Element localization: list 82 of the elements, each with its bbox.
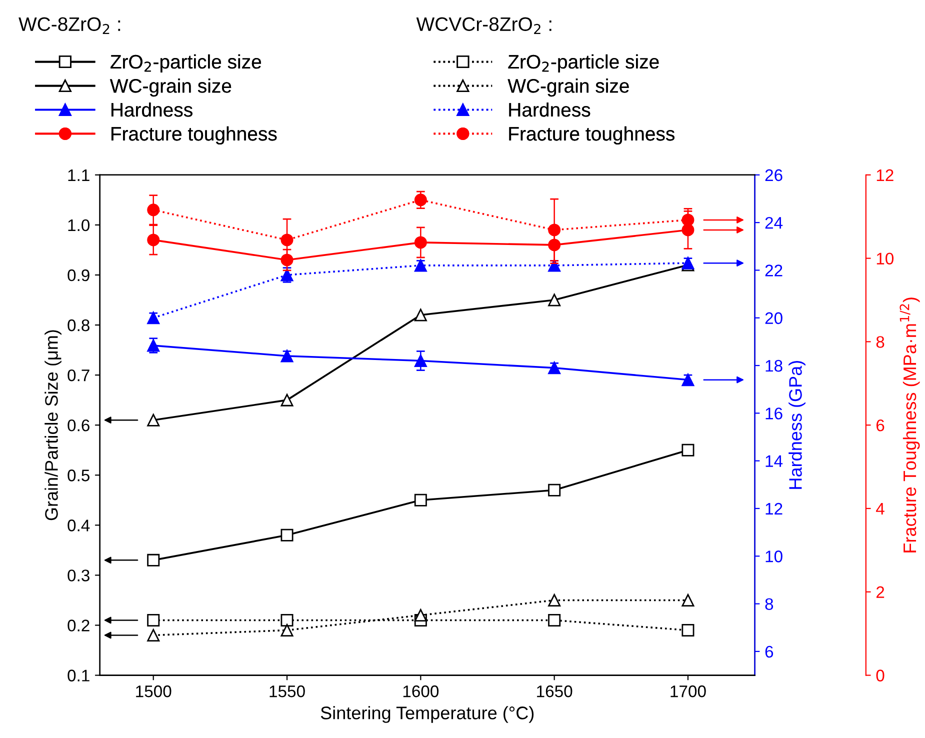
y3-tick-label: 8	[876, 336, 884, 348]
y2-tick-label: 18	[766, 360, 782, 372]
legend-label: ZrO$_{2}$-particle size	[508, 54, 659, 73]
point	[548, 362, 561, 374]
y2-tick-label: 26	[765, 169, 782, 182]
y3-tick-label: 0	[876, 670, 884, 682]
y2-tick-label: 6	[765, 646, 774, 658]
y3-axis-title: Fracture Toughness (MPa·m$^{1/2}$)	[900, 298, 920, 552]
y2-tick-label: 14	[766, 455, 783, 467]
y-axis-title: Grain/Particle Size (μm)	[44, 330, 62, 520]
y-tick-label: 0.9	[68, 269, 90, 282]
x-tick-label: 1600	[403, 685, 439, 698]
point	[280, 614, 294, 626]
y-tick-label: 0.3	[68, 570, 90, 582]
y2-tick-label: 12	[766, 502, 782, 515]
y-tick-label: 0.7	[68, 369, 90, 382]
y-tick-label: 0.8	[68, 319, 90, 332]
y3-tick-label: 4	[876, 503, 884, 515]
legend-label: ZrO$_{2}$-particle size	[110, 54, 262, 73]
x-tick-label: 1650	[537, 685, 572, 698]
y-tick-label: 1.0	[68, 219, 90, 232]
point	[414, 236, 427, 249]
point	[548, 484, 561, 496]
text: WCVCr-8ZrO$_{2}$ :	[416, 17, 552, 34]
point	[414, 494, 427, 506]
point	[147, 312, 160, 324]
point	[548, 294, 561, 306]
y2-tick-label: 16	[766, 408, 782, 420]
point	[414, 608, 427, 622]
point	[280, 254, 294, 266]
y-tick-label: 0.1	[68, 670, 90, 682]
x-tick-label: 1700	[670, 685, 706, 698]
y2-tick-label: 8	[765, 598, 774, 610]
point	[280, 394, 294, 406]
point	[147, 614, 160, 626]
y-tick-label: 1.1	[68, 169, 90, 181]
y-tick-label: 0.5	[68, 470, 90, 482]
legend-label: WC-grain size	[110, 78, 232, 97]
point	[548, 614, 561, 626]
point	[280, 350, 294, 362]
point	[280, 234, 294, 246]
text: WC-8ZrO$_{2}$ :	[18, 17, 120, 34]
legend-label: Fracture toughness	[111, 126, 277, 145]
point	[414, 194, 427, 206]
legend-label: Fracture toughness	[509, 126, 674, 145]
point	[548, 594, 561, 606]
y2-tick-label: 10	[766, 550, 782, 562]
y3-tick-label: 6	[876, 419, 884, 432]
point	[682, 594, 694, 606]
point	[147, 628, 160, 642]
point	[147, 414, 160, 426]
y2-tick-label: 24	[765, 216, 783, 229]
point	[548, 238, 561, 252]
point	[414, 308, 427, 322]
point	[414, 354, 427, 368]
y3-tick-label: 2	[876, 586, 884, 598]
legend-label: WC-grain size	[508, 78, 629, 97]
point	[147, 554, 160, 566]
y3-tick-label: 12	[876, 169, 894, 181]
legend-label: Hardness	[111, 102, 192, 117]
point	[548, 224, 561, 236]
point	[682, 214, 694, 226]
point	[147, 204, 160, 216]
point	[682, 374, 694, 386]
point	[682, 624, 694, 636]
y2-tick-label: 20	[765, 312, 782, 324]
legend-label: Hardness	[509, 102, 590, 117]
y3-tick-label: 10	[876, 252, 894, 265]
y-tick-label: 0.2	[68, 620, 90, 632]
point	[280, 624, 294, 636]
y2-tick-label: 22	[765, 264, 782, 276]
point	[682, 224, 694, 236]
y-tick-label: 0.4	[68, 520, 90, 532]
y-tick-label: 0.6	[68, 419, 90, 432]
y2-axis-title: Hardness (GPa)	[788, 360, 806, 489]
point	[414, 259, 427, 272]
point	[682, 444, 694, 456]
x-tick-label: 1500	[136, 685, 172, 698]
point	[280, 528, 294, 542]
x-axis-title: Sintering Temperature (°C)	[320, 706, 534, 723]
point	[147, 234, 160, 246]
x-tick-label: 1550	[270, 685, 305, 698]
